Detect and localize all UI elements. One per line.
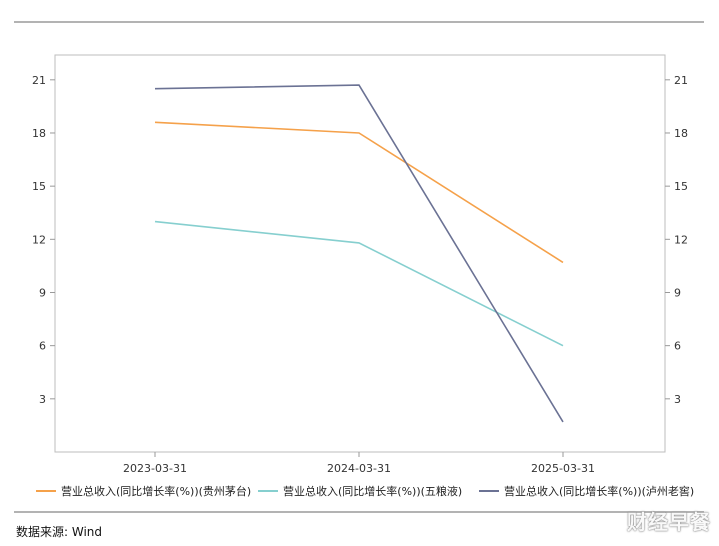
x-tick-label: 2024-03-31 (327, 462, 391, 475)
y-tick-label-left: 12 (32, 233, 46, 246)
plot-frame (54, 54, 666, 453)
y-tick-label-left: 6 (39, 340, 46, 353)
data-source-note: 数据来源: Wind (16, 525, 103, 539)
legend: 营业总收入(同比增长率(%))(贵州茅台) 营业总收入(同比增长率(%))(五粮液… (36, 484, 694, 498)
legend-label-3: 营业总收入(同比增长率(%))(泸州老窖) (504, 484, 694, 498)
right-y-axis: 3 6 9 12 15 18 21 (665, 74, 688, 406)
series-line-2 (154, 220, 564, 347)
left-y-axis: 3 6 9 12 15 18 21 (32, 74, 55, 406)
x-tick-label: 2025-03-31 (531, 462, 595, 475)
y-tick-label-right: 12 (674, 233, 688, 246)
y-tick-label-left: 3 (39, 393, 46, 406)
y-tick-label-left: 9 (39, 286, 46, 299)
y-tick-label-left: 18 (32, 127, 46, 140)
x-tick-label: 2023-03-31 (123, 462, 187, 475)
series-lines (154, 84, 564, 423)
legend-label-2: 营业总收入(同比增长率(%))(五粮液) (283, 484, 462, 498)
y-tick-label-left: 21 (32, 74, 46, 87)
y-tick-label-right: 21 (674, 74, 688, 87)
series-line-3 (154, 84, 564, 423)
y-tick-label-right: 6 (674, 340, 681, 353)
y-tick-label-left: 15 (32, 180, 46, 193)
y-tick-label-right: 18 (674, 127, 688, 140)
y-tick-label-right: 9 (674, 286, 681, 299)
y-tick-label-right: 3 (674, 393, 681, 406)
x-axis: 2023-03-31 2024-03-31 2025-03-31 (123, 452, 595, 475)
series-line-1 (154, 121, 564, 264)
watermark-logo: 财经早餐 (627, 510, 711, 534)
legend-label-1: 营业总收入(同比增长率(%))(贵州茅台) (61, 484, 251, 498)
y-tick-label-right: 15 (674, 180, 688, 193)
